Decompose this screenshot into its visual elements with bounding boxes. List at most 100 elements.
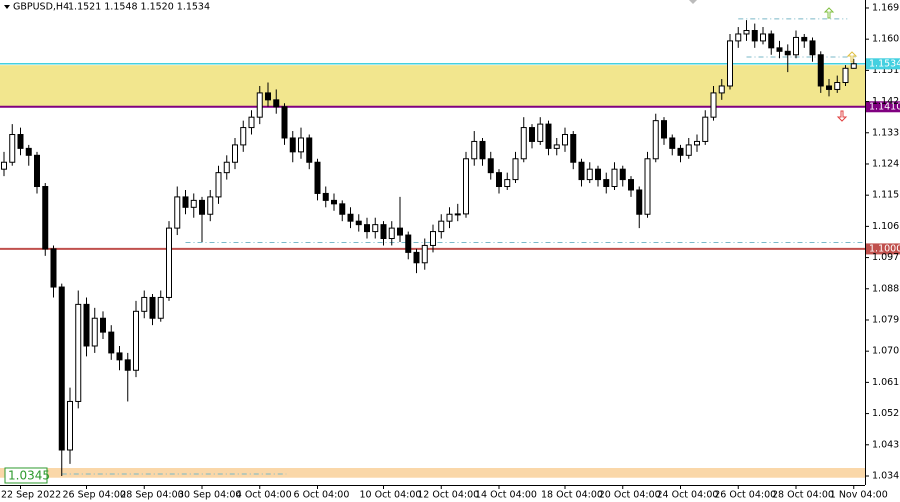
candle-body [735, 33, 742, 42]
candle-body [380, 224, 387, 240]
candle-body [50, 248, 57, 288]
level-label: 1.0345 [8, 468, 50, 482]
candle-body [793, 36, 799, 56]
candle-body [289, 137, 296, 153]
candle-body [91, 317, 98, 347]
arrow-up [823, 7, 835, 19]
candle-body [446, 213, 453, 222]
candle-body [644, 158, 651, 215]
candle-body [364, 224, 370, 233]
candle-body [784, 50, 791, 56]
candle-body [248, 116, 255, 129]
level-label: 1.1000 [869, 243, 900, 254]
zone [0, 468, 865, 478]
symbol: GBPUSD,H4 [13, 2, 69, 13]
candle-body [850, 63, 857, 69]
candle-body [405, 234, 412, 253]
y-tick-label: 1.1515 [872, 65, 900, 76]
candle-body [537, 123, 544, 142]
candle-body [232, 144, 238, 163]
candle-body [1, 161, 7, 170]
x-tick-label: 1 Nov 04:00 [830, 490, 888, 501]
candle-body [628, 179, 634, 191]
candle-body [141, 296, 148, 312]
x-tick-label: 28 Oct 04:00 [772, 490, 834, 501]
candle-body [67, 400, 73, 451]
x-tick-label: 14 Oct 04:00 [475, 490, 537, 501]
candle-body [372, 224, 379, 233]
y-tick-label: 1.0705 [872, 346, 900, 357]
candle-body [355, 220, 362, 226]
candle-body [652, 120, 659, 160]
candle-body [174, 196, 181, 229]
candle-body [677, 147, 684, 156]
x-tick-label: 26 Sep 04:00 [63, 490, 126, 501]
x-tick-label: 26 Oct 04:00 [714, 490, 776, 501]
candle-body [809, 40, 816, 56]
candle-body [149, 296, 156, 319]
price-label-box [866, 58, 900, 70]
plot-area [0, 18, 865, 478]
y-tick-label: 1.0975 [872, 252, 900, 263]
x-tick-label: 20 Oct 04:00 [599, 490, 661, 501]
candle-body [256, 92, 263, 118]
x-tick-label: 22 Sep 2022 [1, 490, 61, 501]
candle-body [108, 331, 115, 354]
candle-body [388, 227, 395, 240]
candle-body [25, 147, 32, 156]
candle-body [479, 140, 486, 160]
candle-body [826, 85, 832, 90]
candle-body [496, 172, 502, 188]
candle-body [578, 161, 585, 181]
candle-body [298, 137, 304, 153]
candle-body [553, 144, 560, 149]
candle-body [520, 127, 527, 160]
x-tick-label: 18 Oct 04:00 [541, 490, 603, 501]
candle-body [545, 123, 552, 149]
candle-body [9, 134, 16, 163]
candle-body [133, 310, 139, 371]
candle-body [215, 172, 222, 198]
candle-body [240, 127, 247, 146]
candle-body [504, 179, 511, 188]
candle-body [331, 199, 337, 205]
candle-body [834, 82, 841, 90]
menu-arrow[interactable] [4, 5, 10, 9]
header-prices: 1.1521 1.1548 1.1520 1.1534 [68, 2, 210, 13]
candle-body [463, 158, 469, 215]
candle-body [586, 168, 593, 181]
level-label-box [866, 243, 900, 255]
x-tick-label: 6 Oct 04:00 [294, 490, 350, 501]
level-label: 1.1410 [869, 101, 900, 112]
x-tick-label: 10 Oct 04:00 [360, 490, 422, 501]
candle-body [619, 168, 626, 181]
candle-body [595, 168, 601, 181]
candle-body [100, 317, 106, 333]
candle-body [842, 67, 849, 84]
candle-body [438, 220, 445, 233]
arrow-up [846, 51, 858, 63]
candle-body [166, 227, 172, 298]
candle-body [471, 140, 478, 160]
candle-body [421, 244, 428, 264]
candle-body [611, 168, 618, 188]
y-tick-label: 1.0345 [872, 470, 900, 481]
candle-body [694, 140, 700, 146]
candle-body [223, 161, 230, 174]
level-label-box [866, 101, 900, 113]
candle-body [743, 30, 750, 35]
arrow-down [836, 110, 848, 122]
y-tick-label: 1.0435 [872, 439, 900, 450]
candle-body [58, 286, 65, 451]
x-tick-label: 12 Oct 04:00 [417, 490, 479, 501]
candle-body [182, 196, 189, 208]
candle-body [669, 137, 676, 149]
candle-body [562, 134, 568, 146]
candle-body [339, 203, 346, 215]
candle-body [265, 92, 271, 101]
candle-body [430, 231, 436, 246]
candle-body [702, 116, 709, 142]
candle-body [190, 199, 197, 208]
candle-body [529, 127, 535, 142]
